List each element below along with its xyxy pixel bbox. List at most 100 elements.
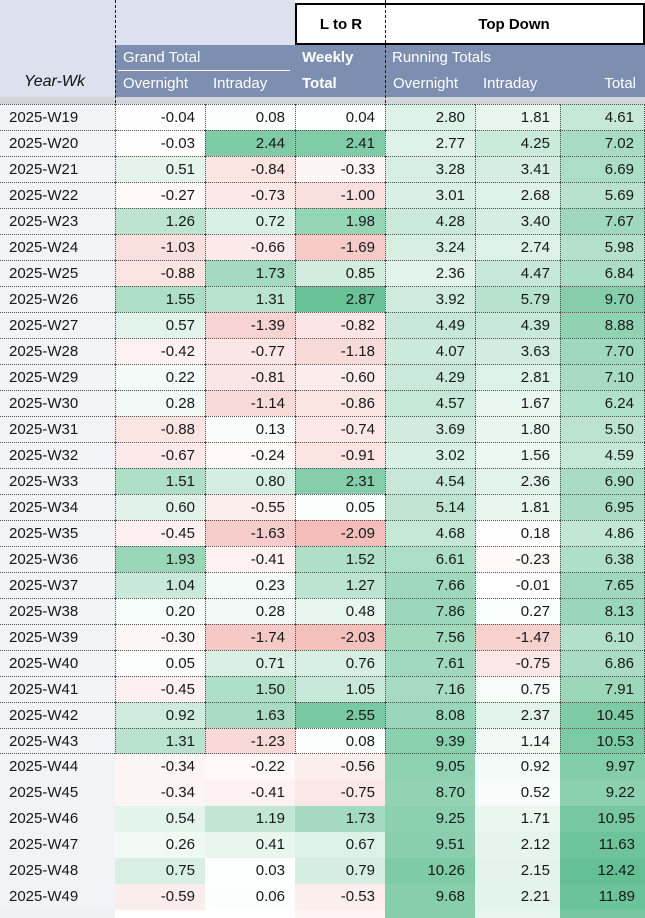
value-cell[interactable]: 0.79 <box>295 858 385 884</box>
year-cell[interactable]: 2025-W35 <box>0 520 115 546</box>
value-cell[interactable]: 2.36 <box>385 260 475 286</box>
value-cell[interactable]: -0.86 <box>295 390 385 416</box>
value-cell[interactable]: -0.24 <box>205 442 295 468</box>
value-cell[interactable]: 0.71 <box>205 650 295 676</box>
value-cell[interactable]: 0.51 <box>115 156 205 182</box>
value-cell[interactable]: 9.68 <box>385 884 475 910</box>
value-cell[interactable]: 0.41 <box>205 832 295 858</box>
value-cell[interactable]: 10.53 <box>560 728 645 754</box>
value-cell[interactable]: 0.05 <box>295 494 385 520</box>
value-cell[interactable]: 0.67 <box>295 832 385 858</box>
value-cell[interactable]: -1.03 <box>115 234 205 260</box>
value-cell[interactable]: 8.08 <box>385 702 475 728</box>
value-cell[interactable]: 0.75 <box>475 676 560 702</box>
value-cell[interactable]: -1.23 <box>205 728 295 754</box>
value-cell[interactable]: 2.68 <box>475 182 560 208</box>
year-cell[interactable]: 2025-W28 <box>0 338 115 364</box>
value-cell[interactable]: 1.81 <box>475 494 560 520</box>
value-cell[interactable]: 2.15 <box>475 858 560 884</box>
year-cell[interactable]: 2025-W40 <box>0 650 115 676</box>
value-cell[interactable]: 6.95 <box>560 494 645 520</box>
value-cell[interactable]: -1.74 <box>205 624 295 650</box>
weekly-total-header[interactable]: Total <box>302 75 337 92</box>
value-cell[interactable]: -1.69 <box>295 234 385 260</box>
value-cell[interactable]: 1.52 <box>295 546 385 572</box>
value-cell[interactable]: 5.98 <box>560 234 645 260</box>
value-cell[interactable]: 10.95 <box>560 806 645 832</box>
value-cell[interactable]: 2.21 <box>475 884 560 910</box>
value-cell[interactable]: 4.28 <box>385 208 475 234</box>
year-cell[interactable]: 2025-W43 <box>0 728 115 754</box>
value-cell[interactable]: 3.69 <box>385 416 475 442</box>
value-cell[interactable]: -2.09 <box>295 520 385 546</box>
value-cell[interactable]: 3.28 <box>385 156 475 182</box>
value-cell[interactable]: 4.61 <box>560 104 645 130</box>
year-cell[interactable]: 2025-W25 <box>0 260 115 286</box>
year-cell[interactable]: 2025-W32 <box>0 442 115 468</box>
value-cell[interactable]: 4.07 <box>385 338 475 364</box>
value-cell[interactable]: 0.75 <box>115 858 205 884</box>
value-cell[interactable]: -0.88 <box>115 416 205 442</box>
value-cell[interactable]: 10.45 <box>560 702 645 728</box>
value-cell[interactable]: 5.50 <box>560 416 645 442</box>
value-cell[interactable]: 7.65 <box>560 572 645 598</box>
value-cell[interactable]: 11.89 <box>560 884 645 910</box>
year-cell[interactable]: 2025-W31 <box>0 416 115 442</box>
l-to-r-header-cell[interactable]: L to R <box>295 3 385 45</box>
value-cell[interactable]: 2.87 <box>295 286 385 312</box>
value-cell[interactable]: 4.86 <box>560 520 645 546</box>
year-cell[interactable]: 2025-W27 <box>0 312 115 338</box>
value-cell[interactable]: 1.50 <box>205 676 295 702</box>
value-cell[interactable]: 2.31 <box>295 468 385 494</box>
value-cell[interactable]: 0.26 <box>115 832 205 858</box>
value-cell[interactable]: 7.86 <box>385 598 475 624</box>
year-cell[interactable]: 2025-W47 <box>0 832 115 858</box>
value-cell[interactable]: 0.60 <box>115 494 205 520</box>
year-cell[interactable]: 2025-W24 <box>0 234 115 260</box>
value-cell[interactable]: 3.40 <box>475 208 560 234</box>
value-cell[interactable]: 2.41 <box>295 130 385 156</box>
value-cell[interactable]: 9.70 <box>560 286 645 312</box>
value-cell[interactable]: 9.05 <box>385 754 475 780</box>
value-cell[interactable]: 2.80 <box>385 104 475 130</box>
year-cell[interactable]: 2025-W41 <box>0 676 115 702</box>
header-spacer-cell[interactable] <box>115 0 295 45</box>
value-cell[interactable]: -0.66 <box>205 234 295 260</box>
value-cell[interactable]: -0.74 <box>295 416 385 442</box>
value-cell[interactable]: 6.10 <box>560 624 645 650</box>
value-cell[interactable]: -0.75 <box>475 650 560 676</box>
value-cell[interactable]: 4.59 <box>560 442 645 468</box>
value-cell[interactable]: 0.06 <box>205 884 295 910</box>
year-wk-header-cell[interactable]: Year-Wk <box>0 0 115 97</box>
value-cell[interactable]: -0.22 <box>205 754 295 780</box>
value-cell[interactable]: 4.47 <box>475 260 560 286</box>
top-down-header-cell[interactable]: Top Down <box>385 3 645 45</box>
value-cell[interactable]: 0.27 <box>475 598 560 624</box>
value-cell[interactable]: -0.53 <box>295 884 385 910</box>
value-cell[interactable]: 5.14 <box>385 494 475 520</box>
value-cell[interactable]: 0.04 <box>295 104 385 130</box>
value-cell[interactable]: 9.39 <box>385 728 475 754</box>
value-cell[interactable]: 1.26 <box>115 208 205 234</box>
value-cell[interactable]: 2.37 <box>475 702 560 728</box>
value-cell[interactable]: 2.12 <box>475 832 560 858</box>
value-cell[interactable]: 8.88 <box>560 312 645 338</box>
value-cell[interactable]: 0.72 <box>205 208 295 234</box>
value-cell[interactable]: 3.92 <box>385 286 475 312</box>
value-cell[interactable]: 7.16 <box>385 676 475 702</box>
value-cell[interactable]: 7.02 <box>560 130 645 156</box>
value-cell[interactable]: 0.92 <box>115 702 205 728</box>
value-cell[interactable]: -0.41 <box>205 780 295 806</box>
value-cell[interactable]: 1.19 <box>205 806 295 832</box>
value-cell[interactable]: 0.08 <box>205 104 295 130</box>
value-cell[interactable]: 1.80 <box>475 416 560 442</box>
running-total-header[interactable]: Total <box>604 75 636 92</box>
value-cell[interactable]: 7.91 <box>560 676 645 702</box>
value-cell[interactable]: 10.26 <box>385 858 475 884</box>
value-cell[interactable]: 0.57 <box>115 312 205 338</box>
value-cell[interactable]: -0.45 <box>115 676 205 702</box>
value-cell[interactable]: 1.73 <box>295 806 385 832</box>
value-cell[interactable]: 1.31 <box>115 728 205 754</box>
year-cell[interactable]: 2025-W34 <box>0 494 115 520</box>
value-cell[interactable]: 4.57 <box>385 390 475 416</box>
